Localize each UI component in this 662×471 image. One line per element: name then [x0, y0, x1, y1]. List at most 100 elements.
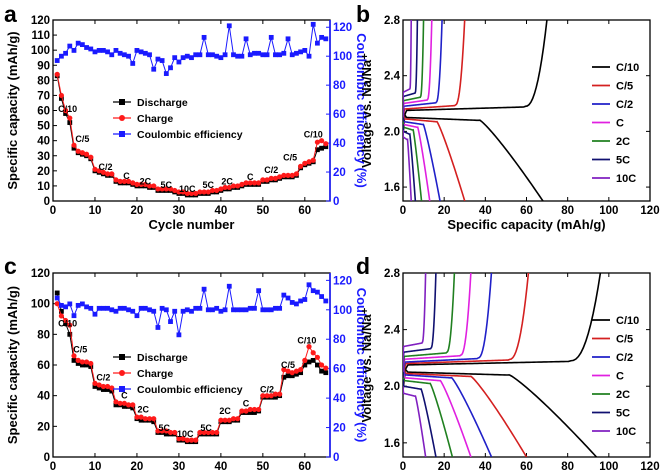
- legend: Discharge Charge Coulombic efficiency: [113, 352, 243, 396]
- data-point: [113, 177, 119, 183]
- data-point: [147, 52, 152, 58]
- data-point: [289, 172, 295, 178]
- data-point: [277, 305, 283, 311]
- discharge-curve-2C: [403, 120, 423, 201]
- y-tick-label: 120: [31, 268, 50, 280]
- data-point: [67, 322, 73, 328]
- legend: C/10 C/5 C/2 C 2C 5C 10C: [592, 315, 639, 438]
- data-point: [281, 292, 287, 298]
- data-point: [226, 184, 232, 191]
- rate-annotation: 10C: [179, 184, 196, 194]
- legend-label: 10C: [616, 173, 636, 185]
- data-point: [319, 368, 325, 374]
- data-point: [273, 52, 278, 58]
- y-tick-label: 40: [37, 391, 50, 403]
- data-point: [285, 368, 291, 374]
- x-tick-label: 100: [599, 205, 618, 217]
- charge-curve-C: [403, 20, 433, 129]
- data-point: [302, 297, 308, 302]
- data-point: [79, 359, 85, 365]
- y-tick-label: 120: [31, 15, 50, 27]
- data-point: [167, 429, 174, 436]
- data-point: [210, 52, 215, 58]
- series-charge: [54, 301, 329, 443]
- data-point: [277, 174, 283, 180]
- data-point: [75, 40, 81, 46]
- data-point: [172, 429, 178, 436]
- data-point: [239, 53, 245, 59]
- y-tick-label: 0: [44, 196, 50, 208]
- y-tick-label: 60: [37, 106, 50, 118]
- legend-label: C/5: [616, 334, 633, 346]
- x-tick-label: 0: [400, 205, 406, 217]
- data-point: [92, 311, 98, 317]
- data-point: [310, 288, 316, 294]
- y-tick-label: 1.6: [384, 182, 400, 194]
- data-point: [146, 183, 153, 189]
- data-point: [176, 59, 182, 65]
- legend-marker: [119, 131, 125, 137]
- rate-annotation: 5C: [161, 180, 173, 190]
- data-point: [88, 360, 94, 367]
- data-point: [260, 393, 266, 399]
- data-point: [96, 168, 102, 174]
- legend-marker: [119, 354, 125, 360]
- data-point: [235, 183, 241, 189]
- legend-label: 5C: [616, 408, 630, 420]
- rate-annotation: C/5: [73, 345, 87, 355]
- data-point: [298, 367, 304, 373]
- data-point: [319, 294, 325, 299]
- legend-label: Discharge: [137, 97, 188, 109]
- data-point: [109, 307, 115, 313]
- charge-curve-C/5: [403, 20, 466, 135]
- data-point: [100, 169, 106, 175]
- rate-annotation: C: [243, 398, 250, 408]
- data-point: [151, 183, 157, 189]
- data-point: [96, 382, 102, 388]
- data-point: [113, 399, 119, 405]
- data-point: [172, 55, 178, 61]
- data-point: [226, 23, 232, 29]
- data-point: [130, 180, 136, 186]
- y-tick-label: 90: [37, 60, 50, 72]
- x-tick-label: 10: [89, 205, 102, 217]
- data-point: [218, 186, 224, 192]
- data-point: [256, 406, 262, 413]
- rate-annotation: C/2: [264, 165, 278, 175]
- data-point: [176, 189, 182, 195]
- data-point: [197, 305, 203, 311]
- rate-annotation: 2C: [140, 176, 152, 186]
- data-point: [306, 159, 312, 165]
- data-point: [71, 358, 77, 363]
- y2-tick-label: 100: [333, 51, 352, 63]
- x-tick-label: 60: [298, 461, 311, 471]
- data-point: [226, 417, 232, 423]
- data-point: [155, 56, 161, 62]
- legend-label: 2C: [616, 136, 630, 148]
- data-point: [306, 53, 312, 59]
- rate-annotation: C/10: [297, 336, 316, 346]
- x-axis-title: Cycle number: [149, 217, 235, 232]
- panel-label: b: [356, 1, 370, 27]
- data-point: [315, 289, 320, 295]
- data-point: [151, 308, 157, 314]
- legend-label: C/2: [616, 352, 633, 364]
- legend-label: Coulombic efficiency: [137, 384, 243, 396]
- data-point: [201, 286, 207, 292]
- data-point: [218, 417, 224, 423]
- data-point: [209, 429, 216, 436]
- data-point: [315, 362, 320, 368]
- y-tick-label: 70: [37, 90, 50, 102]
- x-tick-label: 20: [131, 461, 144, 471]
- data-point: [256, 180, 262, 186]
- discharge-curve-5C: [403, 124, 417, 201]
- rate-annotation: 5C: [200, 423, 212, 433]
- data-point: [130, 405, 136, 411]
- x-tick-label: 60: [520, 205, 533, 217]
- data-point: [83, 151, 90, 157]
- data-point: [75, 361, 81, 366]
- data-point: [151, 416, 157, 422]
- data-point: [193, 52, 199, 58]
- legend-label: Charge: [137, 113, 173, 125]
